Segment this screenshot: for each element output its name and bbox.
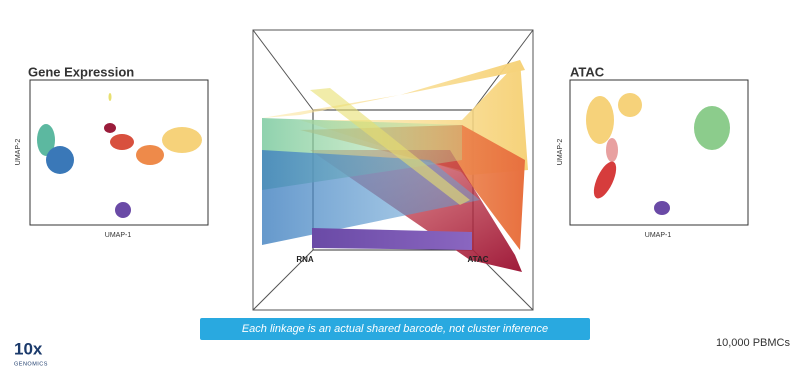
axis-label: UMAP-1	[645, 232, 672, 239]
plot-frame	[29, 79, 209, 226]
logo-mark: 10x	[14, 339, 43, 358]
caption-bar	[200, 318, 590, 340]
axis-label: UMAP-1	[105, 232, 132, 239]
plot-frame	[569, 79, 749, 226]
panel-title: Gene Expression	[28, 64, 134, 79]
logo-text: GENOMICS	[14, 361, 48, 367]
axis-label: UMAP-2	[557, 139, 564, 166]
caption: Each linkage is an actual shared barcode…	[242, 323, 548, 335]
panel-title: ATAC	[570, 64, 605, 79]
linkages	[262, 60, 528, 272]
footnote: 10,000 PBMCs	[716, 337, 790, 349]
axis-label: UMAP-2	[15, 139, 22, 166]
axis-label: ATAC	[467, 255, 488, 264]
axis-label: RNA	[296, 255, 314, 264]
clusters	[586, 93, 730, 215]
clusters	[37, 93, 202, 218]
